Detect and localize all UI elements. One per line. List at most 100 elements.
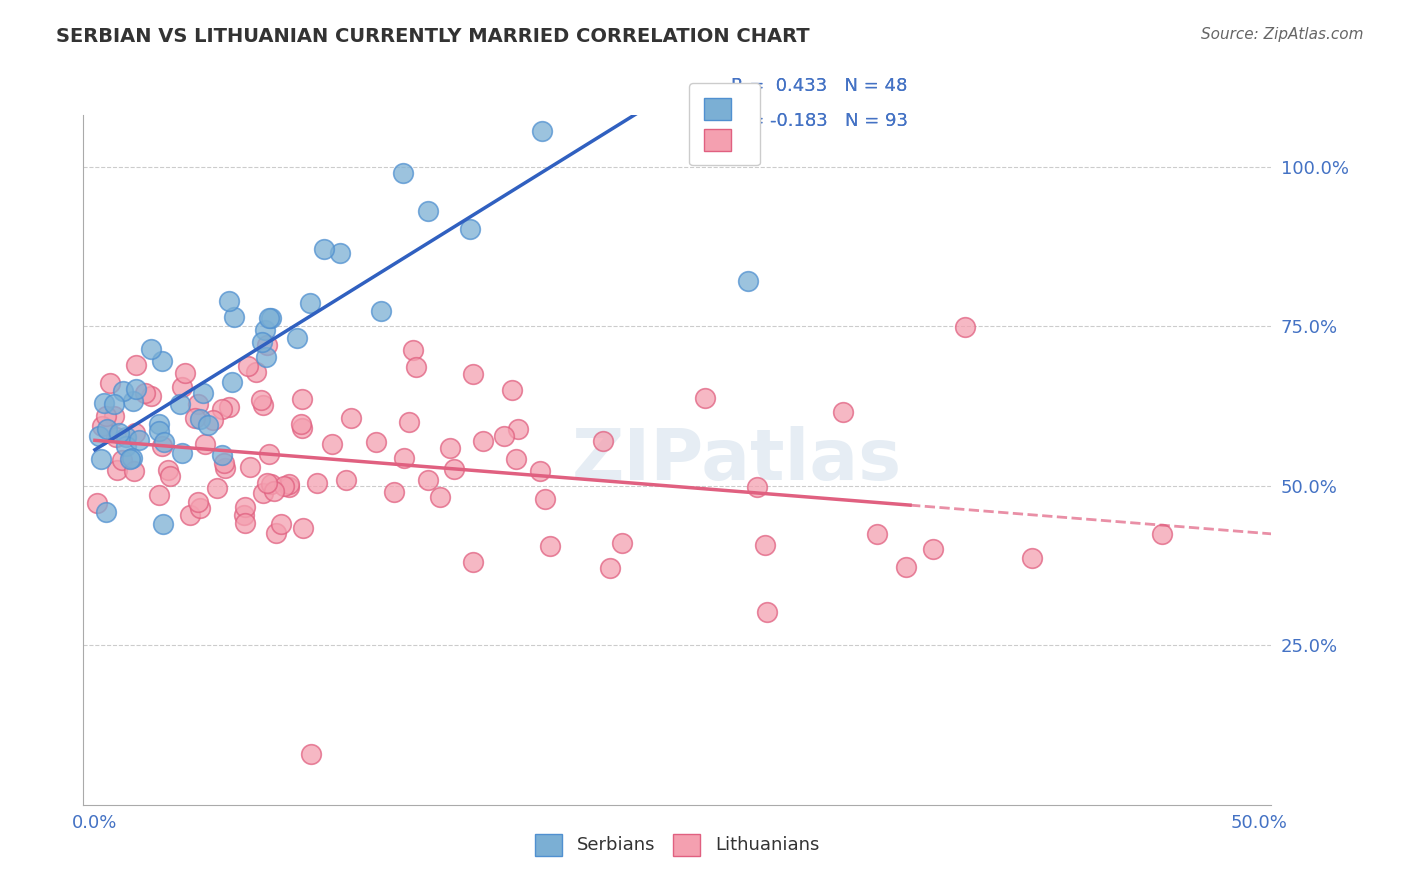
Point: [299, 747, 322, 761]
Point: [290, 417, 312, 431]
Point: [111, 453, 134, 467]
Point: [405, 359, 427, 374]
Point: [307, 476, 329, 491]
Point: [211, 402, 233, 417]
Point: [152, 354, 174, 368]
Point: [125, 382, 148, 396]
Point: [270, 517, 292, 532]
Point: [205, 481, 228, 495]
Point: [148, 488, 170, 502]
Point: [139, 343, 162, 357]
Point: [93, 396, 115, 410]
Point: [233, 516, 256, 530]
Point: [108, 425, 131, 440]
Point: [115, 430, 138, 444]
Point: [121, 393, 143, 408]
Point: [321, 437, 343, 451]
Point: [187, 495, 209, 509]
Point: [592, 434, 614, 448]
Point: [638, 0, 661, 12]
Point: [335, 474, 357, 488]
Point: [471, 434, 494, 449]
Point: [832, 405, 855, 419]
Point: [257, 447, 280, 461]
Point: [187, 397, 209, 411]
Point: [866, 527, 889, 541]
Text: SERBIAN VS LITHUANIAN CURRENTLY MARRIED CORRELATION CHART: SERBIAN VS LITHUANIAN CURRENTLY MARRIED …: [56, 27, 810, 45]
Point: [693, 392, 716, 406]
Point: [148, 417, 170, 431]
Point: [252, 485, 274, 500]
Point: [94, 505, 117, 519]
Point: [458, 222, 481, 236]
Point: [257, 311, 280, 326]
Text: R = -0.183   N = 93: R = -0.183 N = 93: [731, 112, 908, 130]
Point: [398, 415, 420, 429]
Point: [214, 460, 236, 475]
Point: [402, 343, 425, 358]
Point: [340, 410, 363, 425]
Point: [277, 477, 299, 491]
Point: [169, 397, 191, 411]
Point: [250, 392, 273, 407]
Point: [250, 335, 273, 350]
Point: [443, 462, 465, 476]
Point: [103, 397, 125, 411]
Point: [253, 322, 276, 336]
Point: [115, 438, 138, 452]
Point: [98, 376, 121, 390]
Point: [96, 409, 118, 423]
Point: [263, 483, 285, 498]
Point: [314, 243, 336, 257]
Point: [103, 409, 125, 423]
Point: [238, 359, 260, 373]
Point: [506, 421, 529, 435]
Point: [256, 475, 278, 490]
Point: [529, 464, 551, 478]
Point: [172, 380, 194, 394]
Point: [463, 367, 485, 381]
Point: [124, 426, 146, 441]
Point: [86, 495, 108, 509]
Point: [128, 434, 150, 448]
Point: [922, 542, 945, 557]
Point: [232, 508, 254, 522]
Point: [254, 350, 277, 364]
Point: [134, 386, 156, 401]
Point: [291, 392, 314, 406]
Point: [538, 539, 561, 553]
Point: [278, 480, 301, 494]
Point: [150, 440, 173, 454]
Point: [366, 434, 388, 449]
Point: [531, 124, 554, 138]
Point: [745, 480, 768, 494]
Point: [755, 606, 778, 620]
Point: [172, 446, 194, 460]
Text: Source: ZipAtlas.com: Source: ZipAtlas.com: [1201, 27, 1364, 42]
Point: [193, 437, 215, 451]
Point: [256, 337, 278, 351]
Point: [505, 451, 527, 466]
Point: [644, 54, 666, 68]
Point: [416, 204, 439, 219]
Point: [612, 536, 634, 550]
Point: [492, 429, 515, 443]
Point: [264, 526, 287, 541]
Point: [260, 311, 283, 326]
Point: [222, 310, 245, 325]
Point: [245, 364, 267, 378]
Point: [111, 384, 134, 398]
Point: [416, 473, 439, 487]
Point: [329, 245, 352, 260]
Point: [104, 429, 127, 443]
Point: [218, 400, 240, 414]
Point: [1021, 551, 1043, 566]
Point: [391, 166, 413, 180]
Point: [118, 451, 141, 466]
Point: [197, 418, 219, 433]
Point: [291, 421, 314, 435]
Point: [218, 293, 240, 308]
Point: [221, 376, 243, 390]
Text: ZIPatlas: ZIPatlas: [571, 425, 901, 494]
Text: R = -0.183   N = 93: R = -0.183 N = 93: [731, 112, 908, 130]
